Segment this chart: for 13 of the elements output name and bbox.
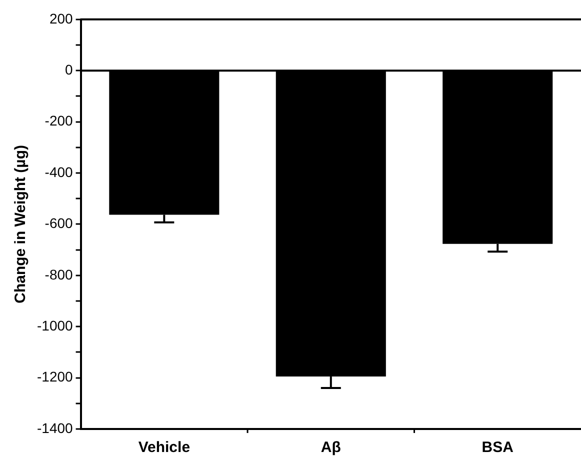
- x-tick-label: BSA: [482, 439, 514, 456]
- y-axis-title: Change in Weight (µg): [12, 145, 30, 304]
- y-tick-label: -200: [44, 112, 74, 129]
- y-tick-label: -400: [44, 164, 74, 180]
- y-tick-label: -600: [44, 215, 74, 232]
- y-tick-label: 0: [65, 61, 74, 78]
- y-tick-label: 200: [49, 10, 74, 26]
- x-tick-label: Aβ: [320, 439, 341, 456]
- y-tick-label: -1000: [36, 317, 74, 334]
- y-tick-label: -800: [44, 266, 74, 282]
- y-tick-label: -1400: [36, 420, 74, 436]
- x-tick-label: Vehicle: [138, 439, 190, 456]
- y-tick-label: -1200: [36, 368, 74, 385]
